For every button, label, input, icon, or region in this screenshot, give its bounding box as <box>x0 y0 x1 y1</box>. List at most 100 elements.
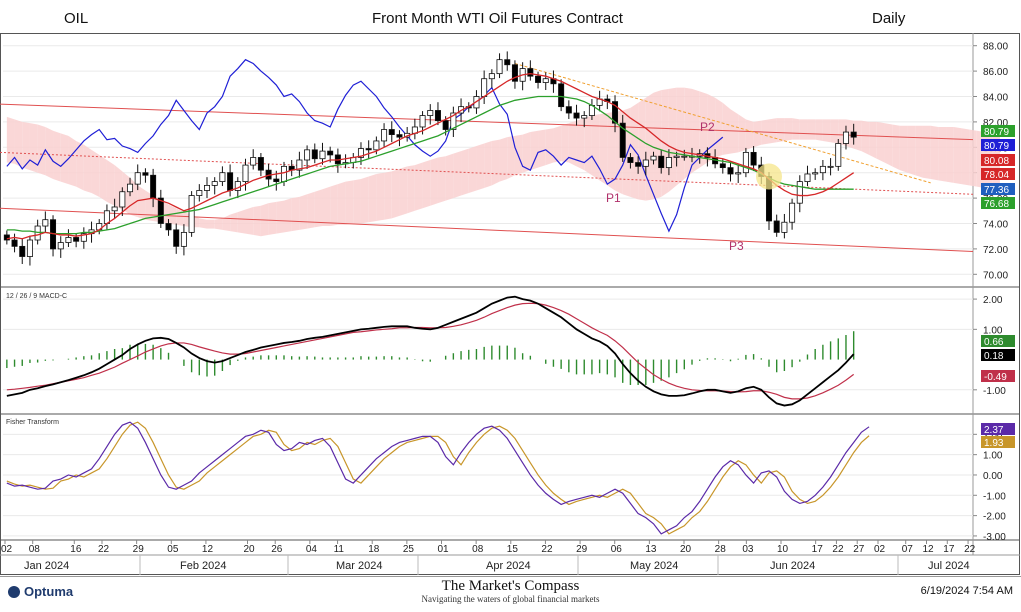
candle <box>496 59 503 75</box>
candle <box>119 191 126 208</box>
candle <box>796 181 803 204</box>
candle <box>3 234 10 241</box>
x-day-label: 22 <box>541 544 553 555</box>
x-day-label: 22 <box>98 544 110 555</box>
cloud-bear <box>360 176 369 224</box>
cloud-bear <box>522 132 531 173</box>
fisher-tick-label: -2.00 <box>983 512 1006 523</box>
cloud-bear <box>53 130 61 182</box>
candle <box>565 106 572 114</box>
macd-signal-line <box>6 302 855 400</box>
cloud-bear <box>576 118 585 171</box>
cloud-bear <box>83 144 92 194</box>
x-day-label: 06 <box>611 544 623 555</box>
cloud-bear <box>538 129 546 168</box>
price-value-label: 80.79 <box>984 141 1009 152</box>
fisher-value-tag <box>981 436 1015 448</box>
macd-value-tag <box>981 335 1015 347</box>
candle <box>511 64 518 82</box>
candle <box>658 155 665 169</box>
trend-line <box>0 103 974 141</box>
candle <box>442 120 449 130</box>
annotation-p1: P1 <box>606 191 621 205</box>
x-day-label: 20 <box>244 544 256 555</box>
cloud-bear <box>822 119 831 143</box>
candle <box>581 115 588 119</box>
cloud-bear <box>776 118 785 143</box>
candle <box>812 172 819 175</box>
x-month-label: May 2024 <box>630 560 678 572</box>
x-day-label: 10 <box>777 544 789 555</box>
candle <box>735 172 742 175</box>
fisher-value-label: 1.93 <box>984 438 1004 449</box>
x-day-label: 12 <box>923 544 935 555</box>
candle <box>488 73 495 80</box>
candle <box>373 140 380 151</box>
macd-value-tag <box>981 370 1015 382</box>
candle <box>111 206 118 212</box>
fisher-value-label: 2.37 <box>984 425 1004 436</box>
cloud-bear <box>591 114 600 181</box>
cloud-bear <box>407 165 415 214</box>
macd-value-label: -0.49 <box>984 372 1007 383</box>
macd-value-label: 0.66 <box>984 337 1004 348</box>
price-tick-label: 82.00 <box>983 118 1008 129</box>
cloud-bear <box>599 113 608 186</box>
cloud-bear <box>76 140 84 191</box>
cloud-bear <box>45 126 54 180</box>
x-day-label: 02 <box>874 544 886 555</box>
cloud-bear <box>476 143 485 191</box>
cloud-bear <box>237 209 246 234</box>
x-day-label: 20 <box>680 544 692 555</box>
cloud-bear <box>268 201 277 235</box>
cloud-bear <box>738 114 746 153</box>
optuma-logo: Optuma <box>8 584 73 599</box>
candle <box>273 178 280 182</box>
cloud-bear <box>499 137 508 182</box>
x-day-label: 26 <box>271 544 283 555</box>
cloud-bear <box>291 196 300 232</box>
fisher-tick-label: 0.00 <box>983 471 1003 482</box>
timestamp: 6/19/2024 7:54 AM <box>920 585 1013 597</box>
cloud-bear <box>930 125 939 181</box>
cloud-bear <box>815 119 823 141</box>
cloud-bear <box>514 134 523 176</box>
cloud-bear <box>584 115 592 176</box>
cloud-bear <box>953 126 962 185</box>
cloud-bear <box>106 160 115 206</box>
x-day-label: 22 <box>964 544 976 555</box>
highlight-circle <box>755 163 782 190</box>
candle <box>681 155 688 158</box>
macd-line <box>6 295 855 407</box>
cloud-bear <box>99 154 107 202</box>
cloud-bear <box>830 119 839 144</box>
cloud-bear <box>37 124 46 176</box>
x-day-label: 07 <box>902 544 914 555</box>
cloud-bear <box>353 179 361 224</box>
candle <box>727 167 734 175</box>
cloud-bear <box>607 111 616 191</box>
cloud-bear <box>391 168 400 219</box>
cloud-bear <box>530 130 539 171</box>
candle <box>319 150 326 160</box>
macd-panel-label: 12 / 26 / 9 MACD-C <box>6 293 67 300</box>
cloud-bear <box>792 118 800 140</box>
candle <box>750 151 757 166</box>
candle <box>635 162 642 167</box>
price-value-tag <box>981 154 1015 166</box>
candle <box>396 134 403 138</box>
cloud-bear <box>368 173 377 223</box>
candle <box>42 219 49 227</box>
candle <box>65 237 72 243</box>
candle <box>427 110 434 116</box>
candle <box>204 184 211 191</box>
fisher-line <box>6 421 870 535</box>
price-value-label: 80.08 <box>984 156 1009 167</box>
candle <box>257 157 264 171</box>
price-tick-label: 72.00 <box>983 245 1008 256</box>
price-tick-label: 74.00 <box>983 220 1008 231</box>
cloud-bear <box>283 198 292 233</box>
cloud-bear <box>745 119 754 150</box>
price-tick-label: 84.00 <box>983 93 1008 104</box>
cloud-bear <box>807 119 816 140</box>
